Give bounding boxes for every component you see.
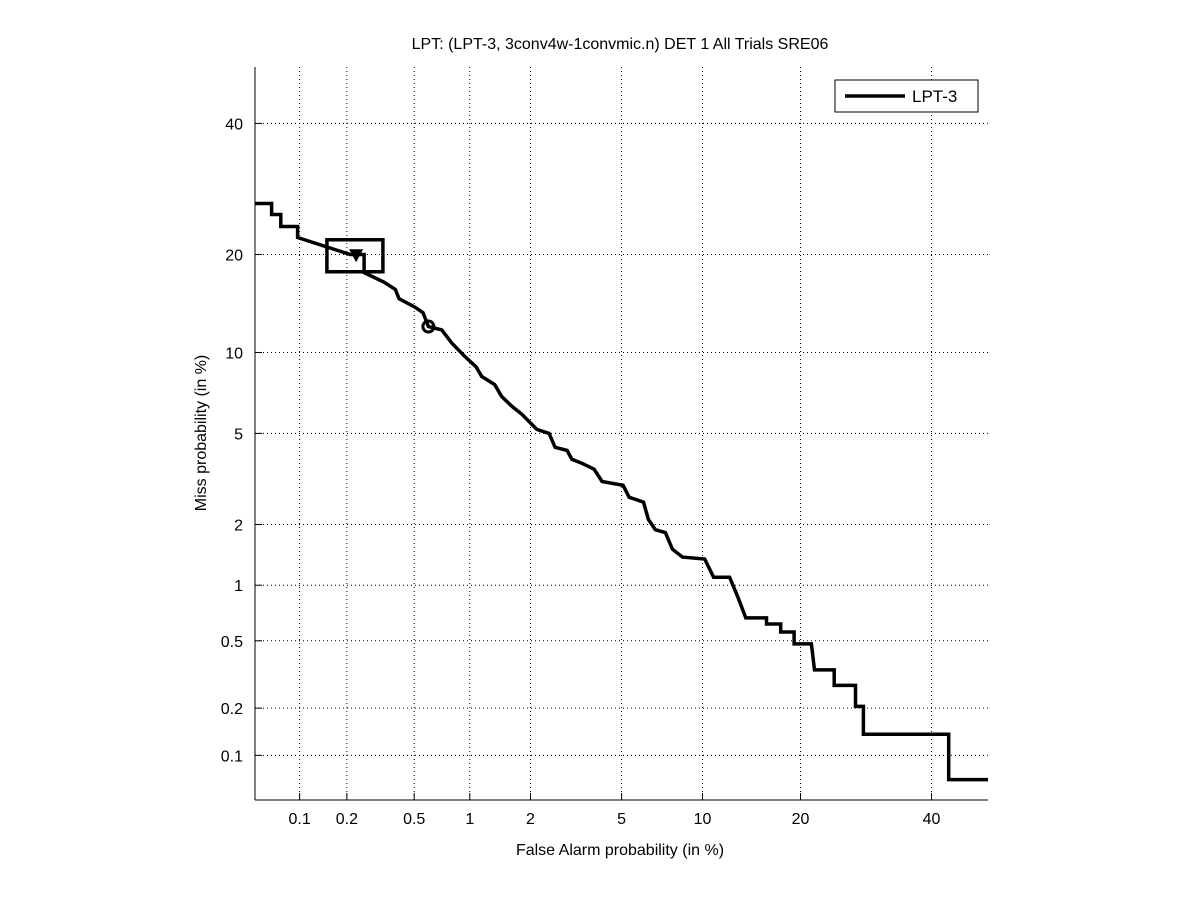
x-axis-label: False Alarm probability (in %) [516, 842, 724, 859]
x-tick-label: 0.2 [336, 811, 358, 828]
x-tick-labels: 0.1 0.2 0.5 1 2 5 10 20 40 [288, 811, 940, 828]
legend-label: LPT-3 [912, 87, 957, 106]
actual-dcf-circle-marker [421, 319, 436, 334]
y-axis-label: Miss probability (in %) [193, 355, 210, 511]
marker-layer [325, 238, 436, 334]
x-tick-label: 5 [617, 811, 626, 828]
y-tick-label: 2 [234, 517, 243, 534]
y-tick-label: 0.2 [221, 701, 243, 718]
x-tick-label: 1 [465, 811, 474, 828]
x-tick-label: 20 [792, 811, 810, 828]
y-tick-label: 5 [234, 426, 243, 443]
chart-title: LPT: (LPT-3, 3conv4w-1convmic.n) DET 1 A… [412, 36, 829, 53]
y-tick-label: 0.1 [221, 748, 243, 765]
min-dcf-triangle-marker [349, 249, 364, 263]
y-tick-label: 0.5 [221, 634, 243, 651]
y-tick-label: 20 [225, 247, 243, 264]
legend: LPT-3 [834, 79, 979, 113]
grid [255, 67, 988, 800]
confidence-box [325, 238, 385, 274]
axes [254, 67, 988, 801]
x-tick-label: 10 [694, 811, 712, 828]
series-layer [255, 201, 988, 782]
y-tick-label: 1 [234, 578, 243, 595]
det-curve-lpt-3 [255, 201, 988, 782]
x-tick-label: 0.5 [403, 811, 425, 828]
y-tick-label: 10 [225, 345, 243, 362]
x-tick-label: 0.1 [288, 811, 310, 828]
x-tick-label: 40 [923, 811, 941, 828]
x-tick-label: 2 [526, 811, 535, 828]
y-tick-label: 40 [225, 116, 243, 133]
y-tick-labels: 0.1 0.2 0.5 1 2 5 10 20 40 [221, 116, 243, 765]
